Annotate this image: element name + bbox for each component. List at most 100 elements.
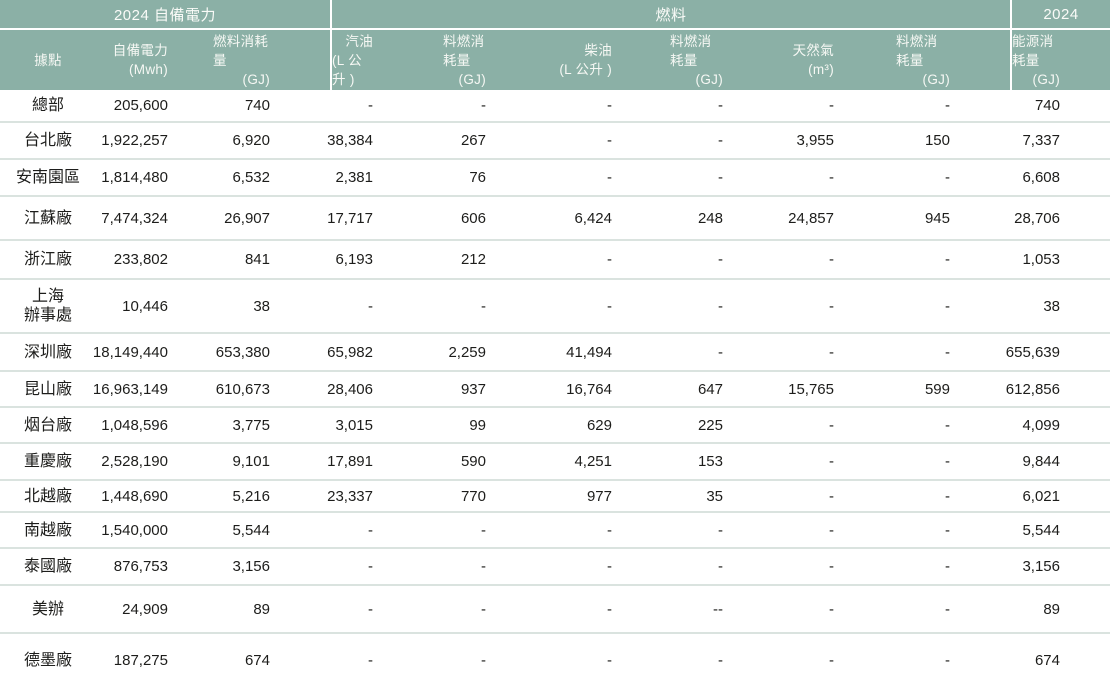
value-cell: 26,907: [224, 209, 270, 227]
column-header-unit: (m³): [808, 62, 834, 77]
value-cell: -: [368, 600, 373, 618]
group-header-2: 燃料: [330, 0, 1010, 28]
value-cell: 5,544: [1022, 521, 1060, 539]
value-cell: 38,384: [327, 132, 373, 149]
value-cell: 7,474,324: [101, 209, 168, 227]
value-cell: 41,494: [566, 343, 612, 361]
table-row: 江蘇廠 7,474,324 26,907 17,717 606 6,424 248 24,85…: [0, 197, 1110, 241]
value-cell: 233,802: [113, 251, 168, 268]
value-cell: -: [481, 651, 486, 669]
value-cell: 740: [1034, 97, 1060, 114]
column-header-unit: (L 公升 ): [559, 62, 612, 77]
value-cell: 653,380: [215, 343, 270, 361]
value-cell: 2,528,190: [101, 453, 168, 470]
value-cell: 7,337: [1022, 132, 1060, 149]
value-cell: 17,891: [327, 453, 373, 470]
value-cell: 16,764: [566, 380, 612, 398]
location-cell: 重慶廠: [23, 453, 72, 470]
table-row: 安南園區 1,814,480 6,532 2,381 76 - - - - 6,608: [0, 160, 1110, 197]
value-cell: 1,053: [1022, 251, 1060, 268]
table-group-header-row: 2024 自備電力 燃料 2024: [0, 0, 1110, 30]
table-row: 昆山廠 16,963,149 610,673 28,406 937 16,764 647 15…: [0, 372, 1110, 408]
table-row: 總部 205,600 740 - - - - - - 740: [0, 90, 1110, 123]
value-cell: -: [481, 558, 486, 575]
value-cell: 9,844: [1022, 453, 1060, 470]
column-header-label: 料燃消耗量: [896, 33, 938, 68]
value-cell: -: [481, 297, 486, 315]
location-cell: 美辦: [31, 600, 64, 618]
value-cell: -: [718, 132, 723, 149]
value-cell: 76: [469, 169, 486, 186]
value-cell: 28,406: [327, 380, 373, 398]
value-cell: 65,982: [327, 343, 373, 361]
column-header-5: 料燃消耗量 (GJ): [443, 30, 556, 90]
value-cell: -: [829, 343, 834, 361]
value-cell: -: [368, 521, 373, 539]
value-cell: -: [368, 558, 373, 575]
value-cell: 16,963,149: [92, 380, 168, 398]
value-cell: 629: [586, 416, 612, 434]
value-cell: 4,099: [1022, 416, 1060, 434]
value-cell: -: [718, 169, 723, 186]
value-cell: -: [829, 600, 834, 618]
column-header-label: 能源消耗量: [1012, 33, 1054, 68]
value-cell: -: [829, 521, 834, 539]
value-cell: 9,101: [232, 453, 270, 470]
value-cell: -: [607, 297, 612, 315]
value-cell: -: [368, 651, 373, 669]
column-header-unit: (GJ): [695, 71, 723, 87]
value-cell: 610,673: [215, 380, 270, 398]
value-cell: 35: [706, 487, 723, 505]
column-header-label: 據點: [34, 52, 62, 68]
value-cell: 2,259: [448, 343, 486, 361]
value-cell: -: [829, 416, 834, 434]
value-cell: 205,600: [113, 97, 168, 114]
value-cell: 6,532: [232, 169, 270, 186]
location-cell: 北越廠: [23, 487, 72, 505]
value-cell: 4,251: [574, 453, 612, 470]
column-header-label: 天然氣: [792, 43, 834, 58]
value-cell: -: [607, 521, 612, 539]
value-cell: 3,156: [232, 558, 270, 575]
value-cell: 977: [586, 487, 612, 505]
table-row: 深圳廠 18,149,440 653,380 65,982 2,259 41,494 - - -…: [0, 334, 1110, 372]
value-cell: -: [945, 453, 950, 470]
table-row: 上海 辦事處 10,446 38 - - - - - - 38: [0, 280, 1110, 334]
table-row: 浙江廠 233,802 841 6,193 212 - - - - 1,053: [0, 241, 1110, 280]
value-cell: 3,015: [335, 416, 373, 434]
location-cell: 浙江廠: [23, 251, 72, 268]
column-header-8: 天然氣 (m³): [783, 30, 896, 90]
value-cell: 770: [460, 487, 486, 505]
value-cell: -: [829, 453, 834, 470]
table-row: 德墨廠 187,275 674 - - - - - - 674: [0, 634, 1110, 686]
value-cell: -: [829, 487, 834, 505]
value-cell: 89: [1043, 600, 1060, 618]
value-cell: -: [607, 169, 612, 186]
table-row: 烟台廠 1,048,596 3,775 3,015 99 629 225 - - 4,099: [0, 408, 1110, 444]
value-cell: 1,540,000: [101, 521, 168, 539]
group-header-3: 2024: [1010, 0, 1110, 28]
value-cell: 3,156: [1022, 558, 1060, 575]
value-cell: -: [829, 251, 834, 268]
column-header-unit: (Mwh): [129, 62, 168, 77]
column-header-label: 料燃消耗量: [670, 33, 712, 68]
value-cell: --: [713, 600, 723, 618]
table-body: 總部 205,600 740- - - - - -740 台北廠 1,922,257 6,920 38…: [0, 90, 1110, 686]
value-cell: 674: [244, 651, 270, 669]
column-header-label: 料燃消耗量: [443, 33, 485, 68]
value-cell: -: [945, 97, 950, 114]
value-cell: -: [945, 169, 950, 186]
value-cell: -: [607, 600, 612, 618]
value-cell: 1,048,596: [101, 416, 168, 434]
table-row: 南越廠 1,540,000 5,544 - - - - - - 5,544: [0, 513, 1110, 549]
value-cell: 28,706: [1014, 209, 1060, 227]
value-cell: 612,856: [1005, 380, 1060, 398]
value-cell: -: [607, 132, 612, 149]
value-cell: 150: [924, 132, 950, 149]
location-cell: 德墨廠: [23, 651, 72, 669]
column-header-10: 能源消耗量 (GJ): [1010, 30, 1110, 90]
value-cell: 248: [697, 209, 723, 227]
column-header-2: 自備電力 (Mwh): [96, 30, 213, 90]
value-cell: -: [718, 521, 723, 539]
